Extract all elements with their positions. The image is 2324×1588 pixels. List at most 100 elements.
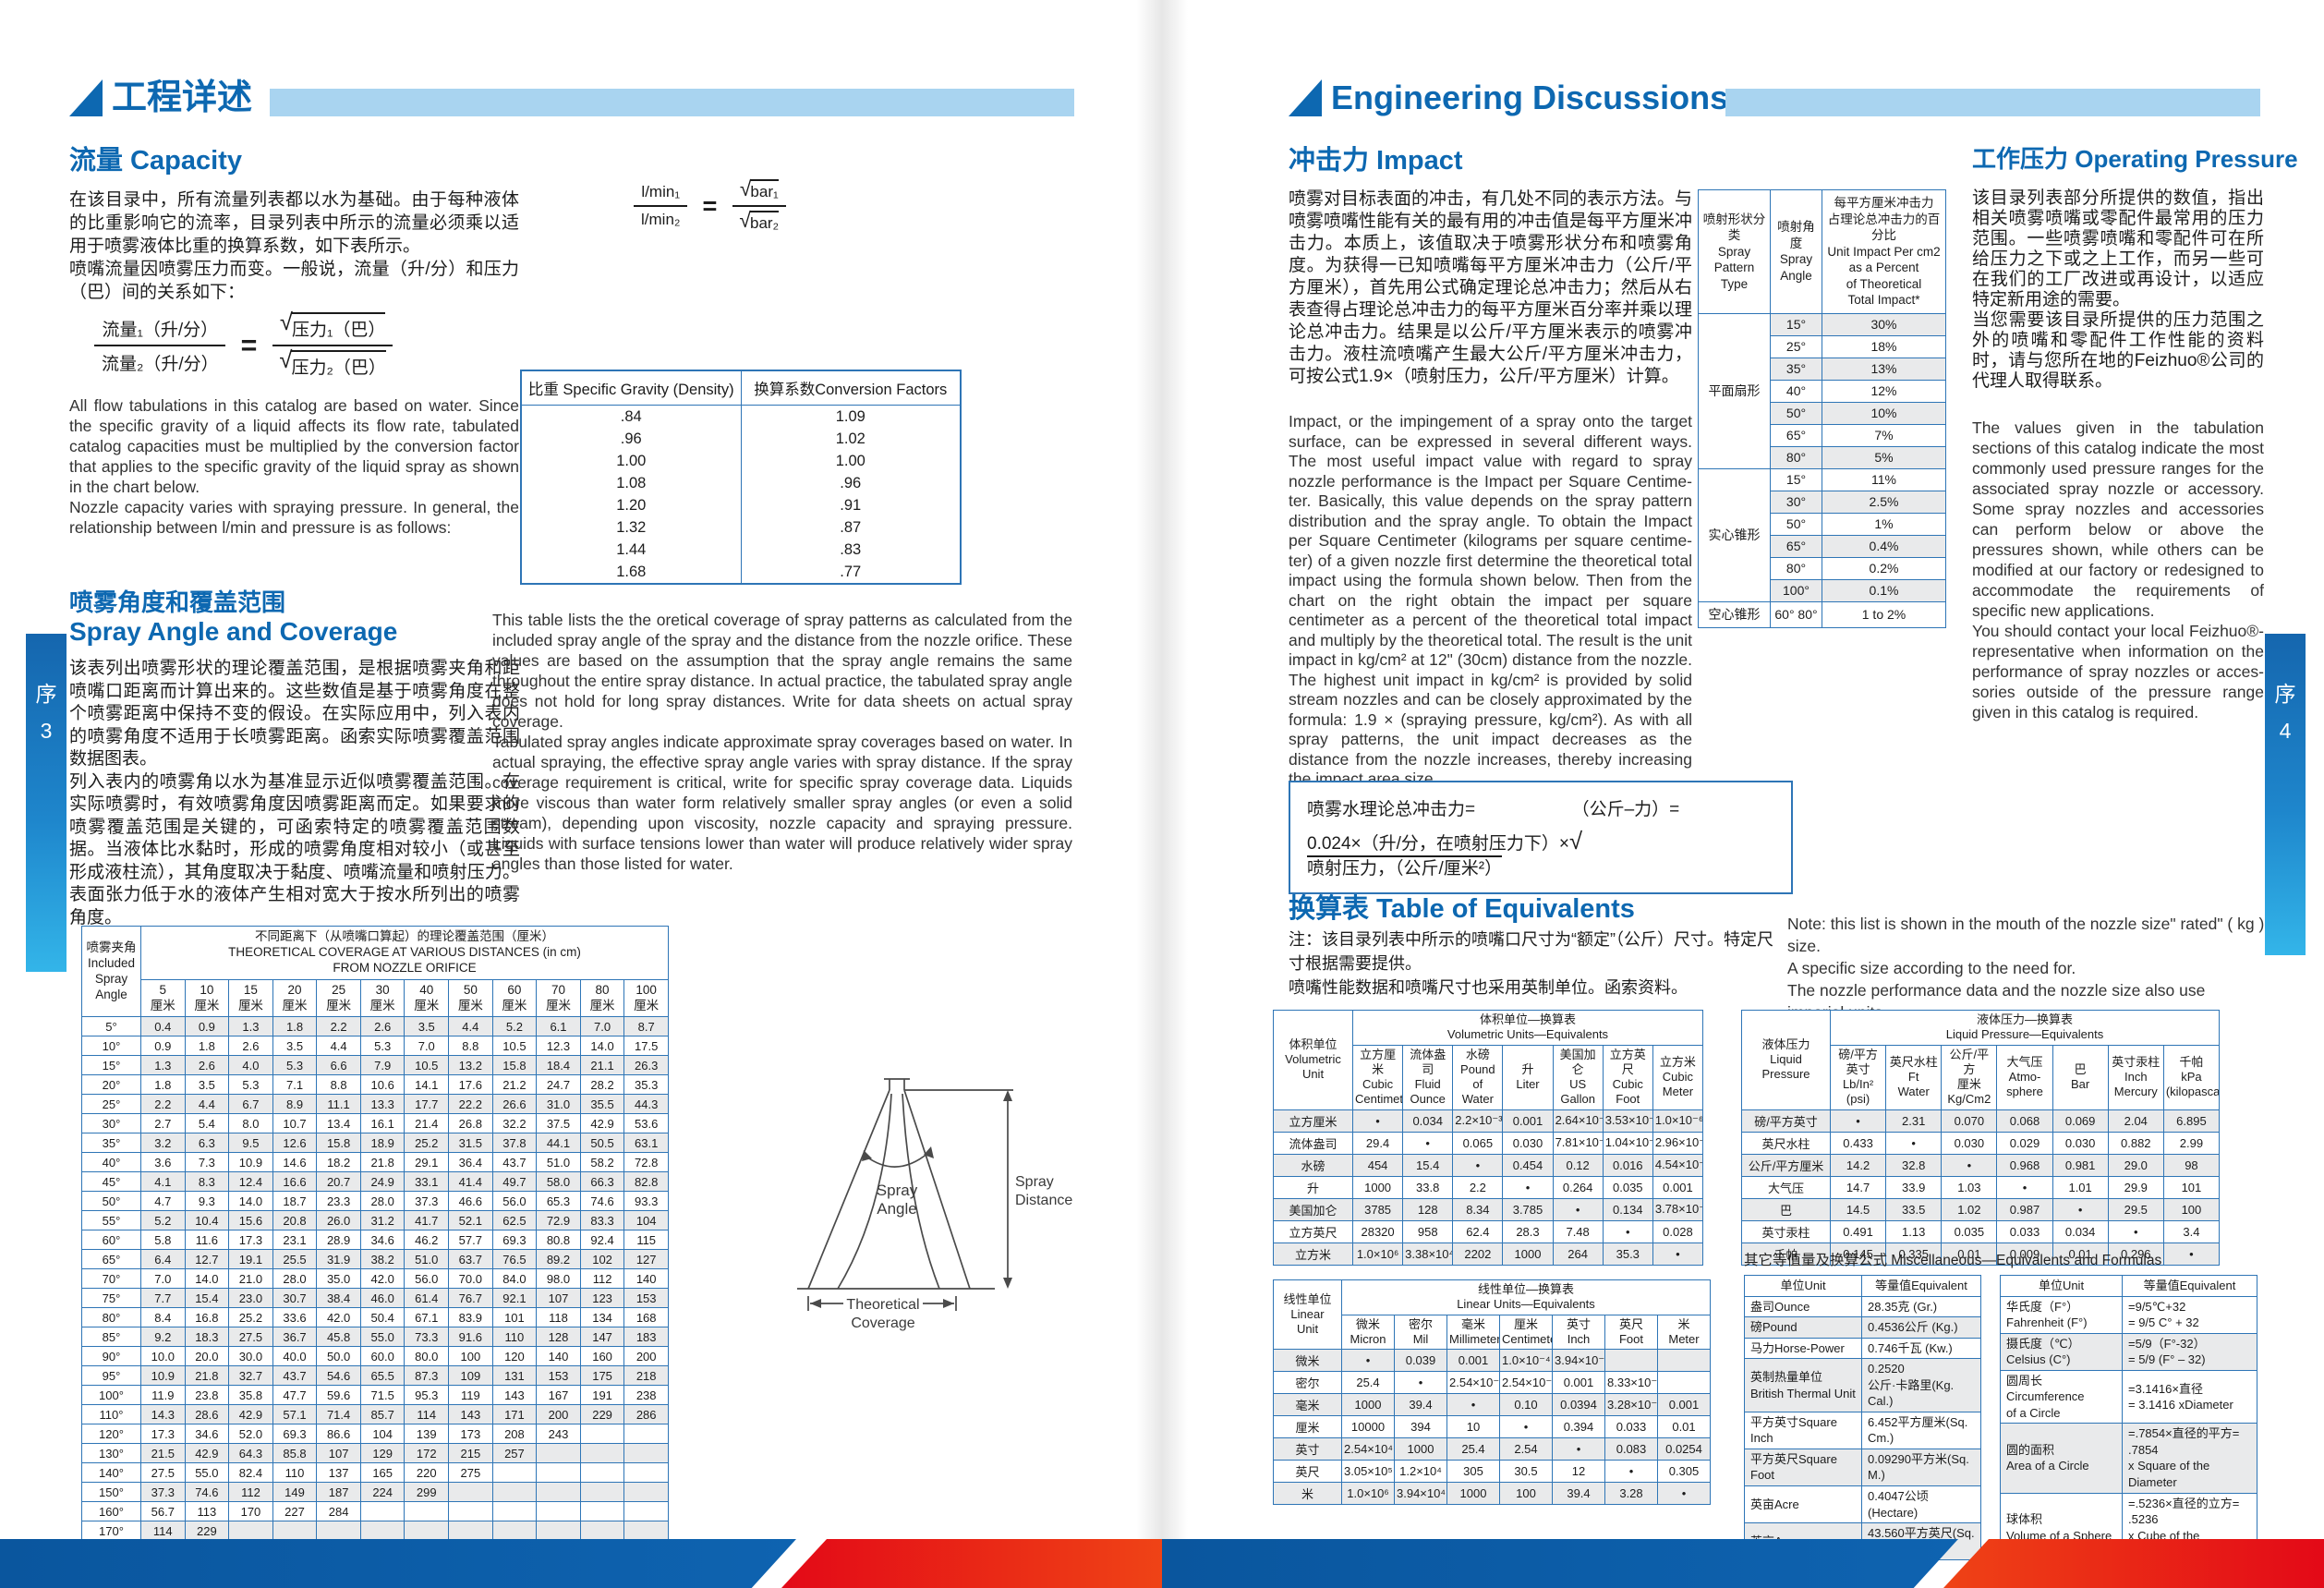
page-seam: [1136, 0, 1188, 1588]
spray-angle-diagram: Spray Angle Spray Distance Theoretical C…: [797, 1078, 1072, 1331]
table-cell: 26.6: [491, 1094, 538, 1115]
table-cell: 80°: [1770, 556, 1822, 580]
table-cell: 143: [448, 1404, 493, 1425]
table-cell: 0.9: [184, 1016, 230, 1037]
table-cell: 42.0: [359, 1268, 405, 1290]
table-cell: 10%: [1822, 401, 1946, 425]
table-cell: 0.01: [1657, 1415, 1711, 1438]
table-cell: 28.2: [579, 1074, 625, 1096]
table-cell: 44.1: [536, 1133, 581, 1154]
table-cell: 264: [1552, 1242, 1604, 1266]
table-cell: 4.4: [448, 1016, 493, 1037]
table-cell: 0.2%: [1822, 556, 1946, 580]
table-cell: 8.9: [272, 1094, 318, 1115]
table-cell: 140: [536, 1346, 581, 1367]
table-cell: 21.1: [579, 1055, 625, 1076]
table-cell: 0.454: [1502, 1153, 1554, 1177]
table-cell: 14.0: [184, 1268, 230, 1290]
row-header-cell: 20°: [81, 1074, 141, 1096]
table-cell: 31.5: [448, 1133, 493, 1154]
table-cell: 67.1: [404, 1307, 450, 1328]
table-cell: 25.5: [272, 1249, 318, 1270]
column-header-cell: 磅/平方 英寸 Lb/In² (psi): [1829, 1044, 1887, 1110]
table-cell: 4.1: [140, 1171, 186, 1193]
table-cell: 171: [491, 1404, 538, 1425]
table-cell: 119: [448, 1385, 493, 1406]
row-header-cell: 平方英寸Square Inch: [1744, 1411, 1862, 1449]
table-cell: 160: [579, 1346, 625, 1367]
table-row: 1.20 .91: [521, 494, 961, 516]
table-cell: 18.3: [184, 1327, 230, 1348]
table-row: 100° 0.1%: [1699, 578, 1946, 602]
table-row: 磅/平方英寸 • 2.31 0.070 0.068 0.069 2.04 6.895: [1741, 1109, 2221, 1133]
table-cell: 91.6: [448, 1327, 493, 1348]
table-row: 5° 0.4 0.9 1.3 1.8 2.2 2.6 3.5 4.4 5.2 6.1 7.0 8.7: [81, 1016, 669, 1037]
table-cell: 167: [536, 1385, 581, 1406]
liquid-pressure-table: 液体压力 Liquid Pressure 液体压力—换算表 Liquid Pre…: [1741, 1010, 2221, 1266]
row-header-cell: 80°: [81, 1307, 141, 1328]
table-cell: 12.7: [184, 1249, 230, 1270]
table-cell: [448, 1521, 493, 1542]
table-row: 马力Horse-Power 0.746千瓦 (Kw.): [1744, 1337, 1981, 1360]
table-cell: 35.3: [623, 1074, 669, 1096]
table-cell: 1.0×10⁻⁴: [1499, 1349, 1553, 1372]
table-cell: 114: [404, 1404, 450, 1425]
table-cell: 30.5: [1499, 1460, 1553, 1483]
table-row: 英寸 2.54×10⁴ 1000 25.4 2.54 • 0.083 0.0254: [1273, 1437, 1711, 1461]
table-cell: 104: [359, 1424, 405, 1445]
table-cell: 7.3: [184, 1152, 230, 1173]
table-cell: 3.5: [404, 1016, 450, 1037]
table-cell: .83: [840, 540, 862, 558]
table-cell: 170: [228, 1501, 273, 1522]
liquid-title-header: 液体压力—换算表 Liquid Pressure—Equivalents: [1830, 1010, 2220, 1046]
footer-stripe-red-left: [781, 1539, 1162, 1588]
flow-denominator: 流量₂（升/分）: [102, 355, 219, 374]
table-row: 英制热量单位 British Thermal Unit 0.2520 公斤·卡路里…: [1744, 1358, 1981, 1412]
table-cell: 153: [623, 1288, 669, 1309]
impact-formula-line2: 0.024×（升/分，在喷射压力下）×√喷射压力，（公斤/厘米²）: [1307, 829, 1583, 879]
column-header-cell: 70 厘米: [536, 978, 581, 1018]
table-cell: 28.3: [1502, 1219, 1554, 1243]
table-cell: 227: [272, 1501, 318, 1522]
table-cell: 53.6: [623, 1113, 669, 1134]
table-cell: 208: [491, 1424, 538, 1445]
table-cell: 46.6: [448, 1191, 493, 1212]
spray-angle-title-en: Spray Angle and Coverage: [69, 617, 398, 646]
table-cell: 98.0: [536, 1268, 581, 1290]
row-header-cell: 大气压: [1741, 1175, 1831, 1199]
table-cell: 0.034: [2052, 1219, 2109, 1243]
footer-stripe-red-right: [1943, 1539, 2324, 1588]
table-cell: •: [1394, 1371, 1447, 1394]
table-cell: 23.0: [228, 1288, 273, 1309]
table-cell: 13.3: [359, 1094, 405, 1115]
table-cell: 6.4: [140, 1249, 186, 1270]
row-header-cell: 英亩Acre: [1744, 1485, 1862, 1524]
column-header-cell: 密尔 Mil: [1394, 1314, 1447, 1350]
table-cell: •: [1996, 1175, 2053, 1199]
table-cell: 16.8: [184, 1307, 230, 1328]
table-cell: 257: [491, 1443, 538, 1464]
unit-impact-header: 每平方厘米冲击力 占理论总冲击力的百分比 Unit Impact Per cm2…: [1822, 189, 1946, 314]
table-cell: 1.02: [1941, 1197, 1998, 1221]
row-header-cell: 50°: [81, 1191, 141, 1212]
table-cell: 14.2: [1829, 1153, 1887, 1177]
table-cell: 0.145: [1829, 1242, 1887, 1266]
table-row: 30° 2.7 5.4 8.0 10.7 13.4 16.1 21.4 26.8 32.2 37.5…: [81, 1113, 669, 1134]
table-row: 实心锥形 15° 11%: [1698, 467, 1946, 602]
row-header-cell: 1.00: [521, 450, 742, 472]
table-cell: 73.3: [404, 1327, 450, 1348]
table-cell: 80.8: [536, 1230, 581, 1251]
table-cell: [272, 1521, 318, 1542]
table-cell: 100: [448, 1346, 493, 1367]
row-header-cell: 170°: [81, 1521, 141, 1542]
pattern-type-cell: 平面扇形: [1698, 312, 1771, 469]
row-header-cell: 立方米: [1273, 1242, 1353, 1266]
table-cell: 29.5: [2107, 1197, 2164, 1221]
table-cell: 74.6: [579, 1191, 625, 1212]
table-row: 60° 5.8 11.6 17.3 23.1 28.9 34.6 46.2 57.7 69.3 80…: [81, 1230, 669, 1251]
table-cell: 0.987: [1996, 1197, 2053, 1221]
table-row: 立方英尺 28320 958 62.4 28.3 7.48 • 0.028: [1273, 1219, 1704, 1243]
section-marker-triangle-icon: [1289, 79, 1322, 116]
table-cell: 0.981: [2052, 1153, 2109, 1177]
